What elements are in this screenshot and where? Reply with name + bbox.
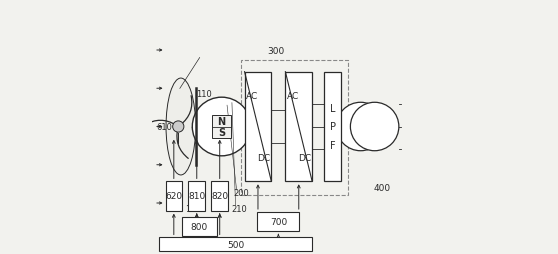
Text: AC: AC bbox=[246, 92, 258, 101]
Text: F: F bbox=[330, 140, 335, 151]
Text: 500: 500 bbox=[227, 240, 244, 249]
FancyBboxPatch shape bbox=[166, 182, 182, 211]
Text: 700: 700 bbox=[270, 217, 287, 226]
Text: 620: 620 bbox=[165, 192, 182, 201]
Text: P: P bbox=[330, 122, 335, 132]
Text: S: S bbox=[218, 128, 225, 138]
Polygon shape bbox=[196, 117, 207, 137]
Circle shape bbox=[350, 103, 399, 151]
FancyBboxPatch shape bbox=[285, 72, 312, 182]
Text: 200: 200 bbox=[233, 189, 249, 198]
FancyArrowPatch shape bbox=[177, 130, 188, 159]
Text: 110: 110 bbox=[196, 90, 212, 99]
Text: 300: 300 bbox=[267, 46, 285, 55]
FancyBboxPatch shape bbox=[181, 217, 217, 236]
FancyBboxPatch shape bbox=[257, 212, 300, 231]
FancyBboxPatch shape bbox=[189, 182, 205, 211]
Text: AC: AC bbox=[287, 92, 299, 101]
Circle shape bbox=[336, 103, 385, 151]
Circle shape bbox=[193, 98, 251, 156]
FancyArrowPatch shape bbox=[145, 121, 176, 125]
Text: DC: DC bbox=[298, 153, 311, 162]
Text: 400: 400 bbox=[373, 184, 391, 193]
Circle shape bbox=[172, 121, 184, 133]
FancyArrowPatch shape bbox=[180, 96, 192, 125]
Text: 610: 610 bbox=[156, 122, 172, 132]
Text: 800: 800 bbox=[191, 222, 208, 231]
Text: L: L bbox=[330, 103, 335, 114]
Text: 100: 100 bbox=[185, 204, 201, 213]
FancyBboxPatch shape bbox=[244, 72, 271, 182]
FancyBboxPatch shape bbox=[159, 237, 312, 251]
Text: 210: 210 bbox=[232, 204, 248, 213]
Ellipse shape bbox=[166, 79, 196, 175]
FancyBboxPatch shape bbox=[211, 182, 228, 211]
FancyBboxPatch shape bbox=[324, 72, 341, 182]
Text: 820: 820 bbox=[211, 192, 228, 201]
Text: N: N bbox=[218, 116, 225, 126]
Text: 120: 120 bbox=[185, 219, 201, 228]
Text: DC: DC bbox=[257, 153, 271, 162]
FancyBboxPatch shape bbox=[212, 116, 231, 138]
Text: 810: 810 bbox=[188, 192, 205, 201]
